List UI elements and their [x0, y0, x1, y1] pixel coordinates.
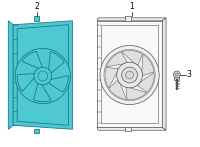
Circle shape [15, 48, 70, 104]
Circle shape [122, 67, 137, 83]
Circle shape [173, 71, 180, 78]
Polygon shape [126, 87, 147, 100]
Polygon shape [34, 16, 39, 21]
Polygon shape [137, 73, 154, 92]
Polygon shape [109, 80, 127, 100]
Polygon shape [97, 127, 166, 130]
Circle shape [117, 62, 142, 88]
Text: 3: 3 [187, 70, 192, 79]
Polygon shape [17, 74, 35, 91]
Text: 1: 1 [129, 2, 134, 11]
Circle shape [38, 71, 48, 81]
Polygon shape [162, 18, 166, 130]
Polygon shape [122, 50, 142, 65]
Polygon shape [106, 52, 127, 67]
Polygon shape [34, 129, 39, 133]
Polygon shape [47, 76, 68, 92]
Circle shape [104, 49, 155, 101]
Circle shape [34, 67, 52, 85]
Circle shape [100, 45, 159, 105]
Text: 2: 2 [35, 2, 39, 11]
Polygon shape [125, 16, 131, 21]
Polygon shape [174, 76, 179, 80]
Polygon shape [22, 51, 43, 69]
Polygon shape [125, 127, 131, 131]
Polygon shape [13, 21, 72, 129]
Circle shape [126, 71, 134, 79]
Circle shape [175, 73, 178, 76]
Polygon shape [97, 18, 166, 21]
Polygon shape [34, 82, 51, 102]
Polygon shape [49, 51, 64, 74]
Polygon shape [8, 21, 13, 129]
Polygon shape [97, 21, 162, 127]
Polygon shape [142, 54, 154, 76]
Polygon shape [105, 67, 118, 88]
